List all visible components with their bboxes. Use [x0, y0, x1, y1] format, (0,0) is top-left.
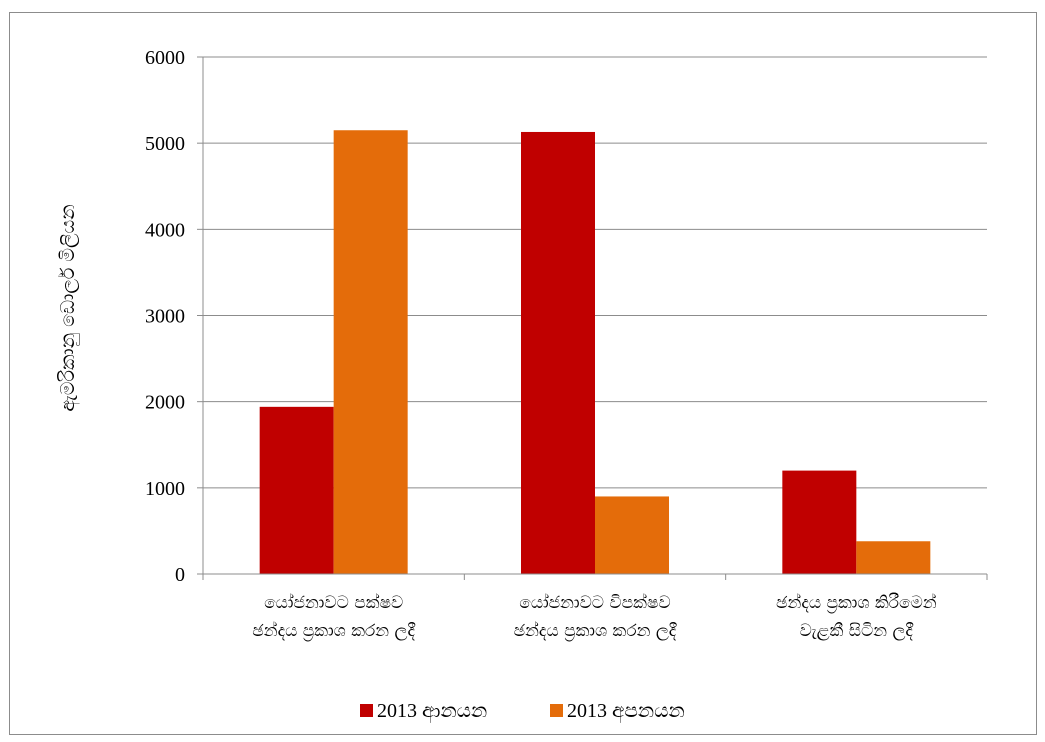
y-tick-label: 4000 [145, 219, 185, 241]
y-tick-label: 3000 [145, 306, 185, 328]
x-category-label-line: යෝජනාවට පක්ෂව [264, 593, 403, 613]
y-tick-label: 6000 [145, 47, 185, 69]
bars [259, 130, 931, 574]
x-category-label-line: වැළකී සිටින ලදී [800, 621, 914, 641]
x-category-label: යෝජනාවට පක්ෂව ඡන්දය ප්‍රකාශ කරන ලදී [252, 593, 416, 641]
y-tick-label: 0 [175, 564, 185, 586]
y-tick-label: 2000 [145, 392, 185, 414]
legend-swatch [360, 704, 373, 717]
y-tick-label: 5000 [145, 133, 185, 155]
x-category-label: ඡන්දය ප්‍රකාශ කිරීමෙන් වැළකී සිටින ලදී [776, 593, 937, 641]
legend-swatch [550, 704, 563, 717]
x-category-label-line: යෝජනාවට විපක්ෂව [519, 593, 670, 613]
bar [856, 541, 931, 574]
bar [259, 406, 334, 574]
x-category-label-line: ඡන්දය ප්‍රකාශ කරන ලදී [252, 621, 416, 641]
axes: 0 1000 2000 3000 4000 5000 6000 යෝජනාවට පක්ෂව ඡන… [145, 47, 988, 641]
x-category-label-line: ඡන්දය ප්‍රකාශ කරන ලදී [514, 621, 678, 641]
legend[interactable]: 2013 ආනයන 2013 අපනයන [360, 700, 685, 723]
y-axis-title: ඇමරිකානු ඩොලර් මිලියන [57, 204, 80, 411]
x-category-label: යෝජනාවට විපක්ෂව ඡන්දය ප්‍රකාශ කරන ලදී [514, 593, 678, 641]
x-category-label-line: ඡන්දය ප්‍රකාශ කිරීමෙන් [776, 593, 937, 613]
bar [595, 496, 669, 574]
y-tick-label: 1000 [145, 478, 185, 500]
bar [521, 131, 595, 574]
legend-label: 2013 අපනයන [567, 700, 685, 723]
bar [782, 470, 857, 574]
bar [333, 130, 408, 574]
legend-label: 2013 ආනයන [377, 700, 487, 723]
